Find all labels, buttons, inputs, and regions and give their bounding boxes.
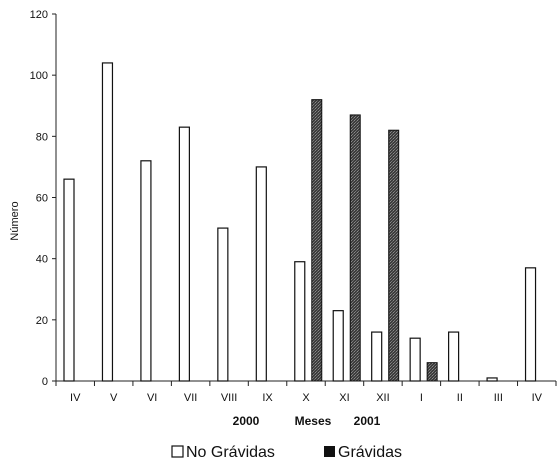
bar-no-gravidas bbox=[448, 331, 460, 382]
y-tick-label: 20 bbox=[36, 315, 48, 327]
bar-no-gravidas bbox=[332, 310, 344, 382]
x-tick-label: III bbox=[494, 392, 503, 404]
x-axis-year-right: 2001 bbox=[354, 414, 381, 428]
bar-no-gravidas bbox=[217, 227, 229, 382]
legend-swatch-gravidas bbox=[324, 446, 335, 457]
x-axis-year-left: 2000 bbox=[233, 414, 260, 428]
axes bbox=[52, 13, 557, 386]
x-tick-label: IX bbox=[262, 392, 273, 404]
bar-gravidas bbox=[311, 99, 323, 382]
bar-no-gravidas bbox=[486, 377, 498, 382]
x-tick-label: IV bbox=[532, 392, 543, 404]
bar-no-gravidas bbox=[178, 126, 190, 382]
y-tick-label: 100 bbox=[30, 70, 48, 82]
legend-label-no-gravidas: No Grávidas bbox=[186, 444, 275, 461]
x-tick-label: VII bbox=[184, 392, 197, 404]
x-tick-label: V bbox=[110, 392, 118, 404]
x-axis-title: Meses bbox=[295, 414, 332, 428]
bar-gravidas bbox=[388, 129, 400, 382]
bar-gravidas bbox=[426, 362, 438, 382]
bar-no-gravidas bbox=[371, 331, 383, 382]
y-tick-label: 80 bbox=[36, 131, 48, 143]
bar-no-gravidas bbox=[101, 62, 114, 382]
x-tick-label: X bbox=[302, 392, 310, 404]
bar-no-gravidas bbox=[409, 337, 421, 382]
y-axis-title: Número bbox=[9, 201, 21, 240]
bar-no-gravidas bbox=[140, 160, 152, 382]
y-tick-label: 40 bbox=[36, 254, 48, 266]
x-tick-label: I bbox=[420, 392, 423, 404]
y-tick-label: 120 bbox=[30, 9, 48, 21]
x-tick-label: IV bbox=[70, 392, 81, 404]
bar-gravidas bbox=[349, 114, 361, 382]
y-tick-label: 60 bbox=[36, 193, 48, 205]
x-tick-label: XI bbox=[339, 392, 349, 404]
bar-no-gravidas bbox=[294, 261, 306, 382]
legend: No Grávidas Grávidas bbox=[171, 444, 402, 461]
legend-label-gravidas: Grávidas bbox=[338, 444, 402, 461]
x-tick-label: VI bbox=[147, 392, 157, 404]
legend-swatch-no-gravidas bbox=[171, 445, 184, 458]
bar-no-gravidas bbox=[63, 178, 75, 382]
bar-no-gravidas bbox=[255, 166, 267, 382]
y-tick-label: 0 bbox=[42, 376, 48, 388]
x-tick-label: XII bbox=[376, 392, 389, 404]
x-tick-label: II bbox=[457, 392, 463, 404]
x-tick-label: VIII bbox=[221, 392, 238, 404]
bar-no-gravidas bbox=[524, 267, 537, 382]
bars bbox=[63, 62, 537, 382]
